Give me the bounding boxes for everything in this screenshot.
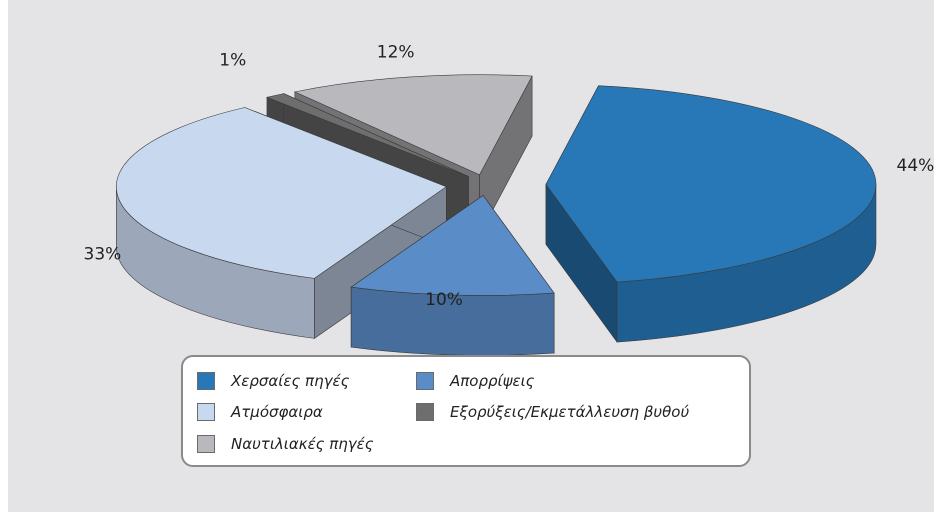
legend-label: Απορρίψεις [450, 372, 535, 390]
slice-percent-label: 12% [377, 43, 415, 63]
slice-percent-label: 44% [897, 156, 934, 176]
legend-swatch [197, 435, 215, 453]
legend-label: Ναυτιλιακές πηγές [231, 435, 374, 453]
legend-swatch [416, 372, 434, 390]
pie-chart: 44% 10% 33% 1% 12% [84, 43, 934, 356]
pie-slice [116, 107, 447, 339]
legend-item-shipping-sources: Ναυτιλιακές πηγές [197, 435, 374, 453]
legend-label: Χερσαίες πηγές [231, 372, 350, 390]
legend: Χερσαίες πηγές Απορρίψεις Ατμόσφαιρα Εξο… [181, 355, 751, 467]
legend-swatch [416, 403, 434, 421]
pie-slice [350, 194, 555, 356]
slice-percent-label: 10% [425, 290, 463, 310]
legend-swatch [197, 372, 215, 390]
legend-label: Ατμόσφαιρα [231, 403, 323, 421]
slice-percent-label: 1% [219, 51, 246, 71]
legend-item-discharges: Απορρίψεις [416, 372, 534, 390]
legend-item-seabed-mining: Εξορύξεις/Εκμετάλλευση βυθού [416, 403, 689, 421]
legend-item-land-sources: Χερσαίες πηγές [197, 372, 349, 390]
pie-slice [545, 85, 877, 343]
legend-item-atmosphere: Ατμόσφαιρα [197, 403, 323, 421]
chart-panel: 44% 10% 33% 1% 12% Χερσαίες πηγές Απορρίψεις… [8, 0, 934, 512]
legend-label: Εξορύξεις/Εκμετάλλευση βυθού [450, 403, 690, 421]
legend-swatch [197, 403, 215, 421]
slice-percent-label: 33% [84, 245, 122, 265]
